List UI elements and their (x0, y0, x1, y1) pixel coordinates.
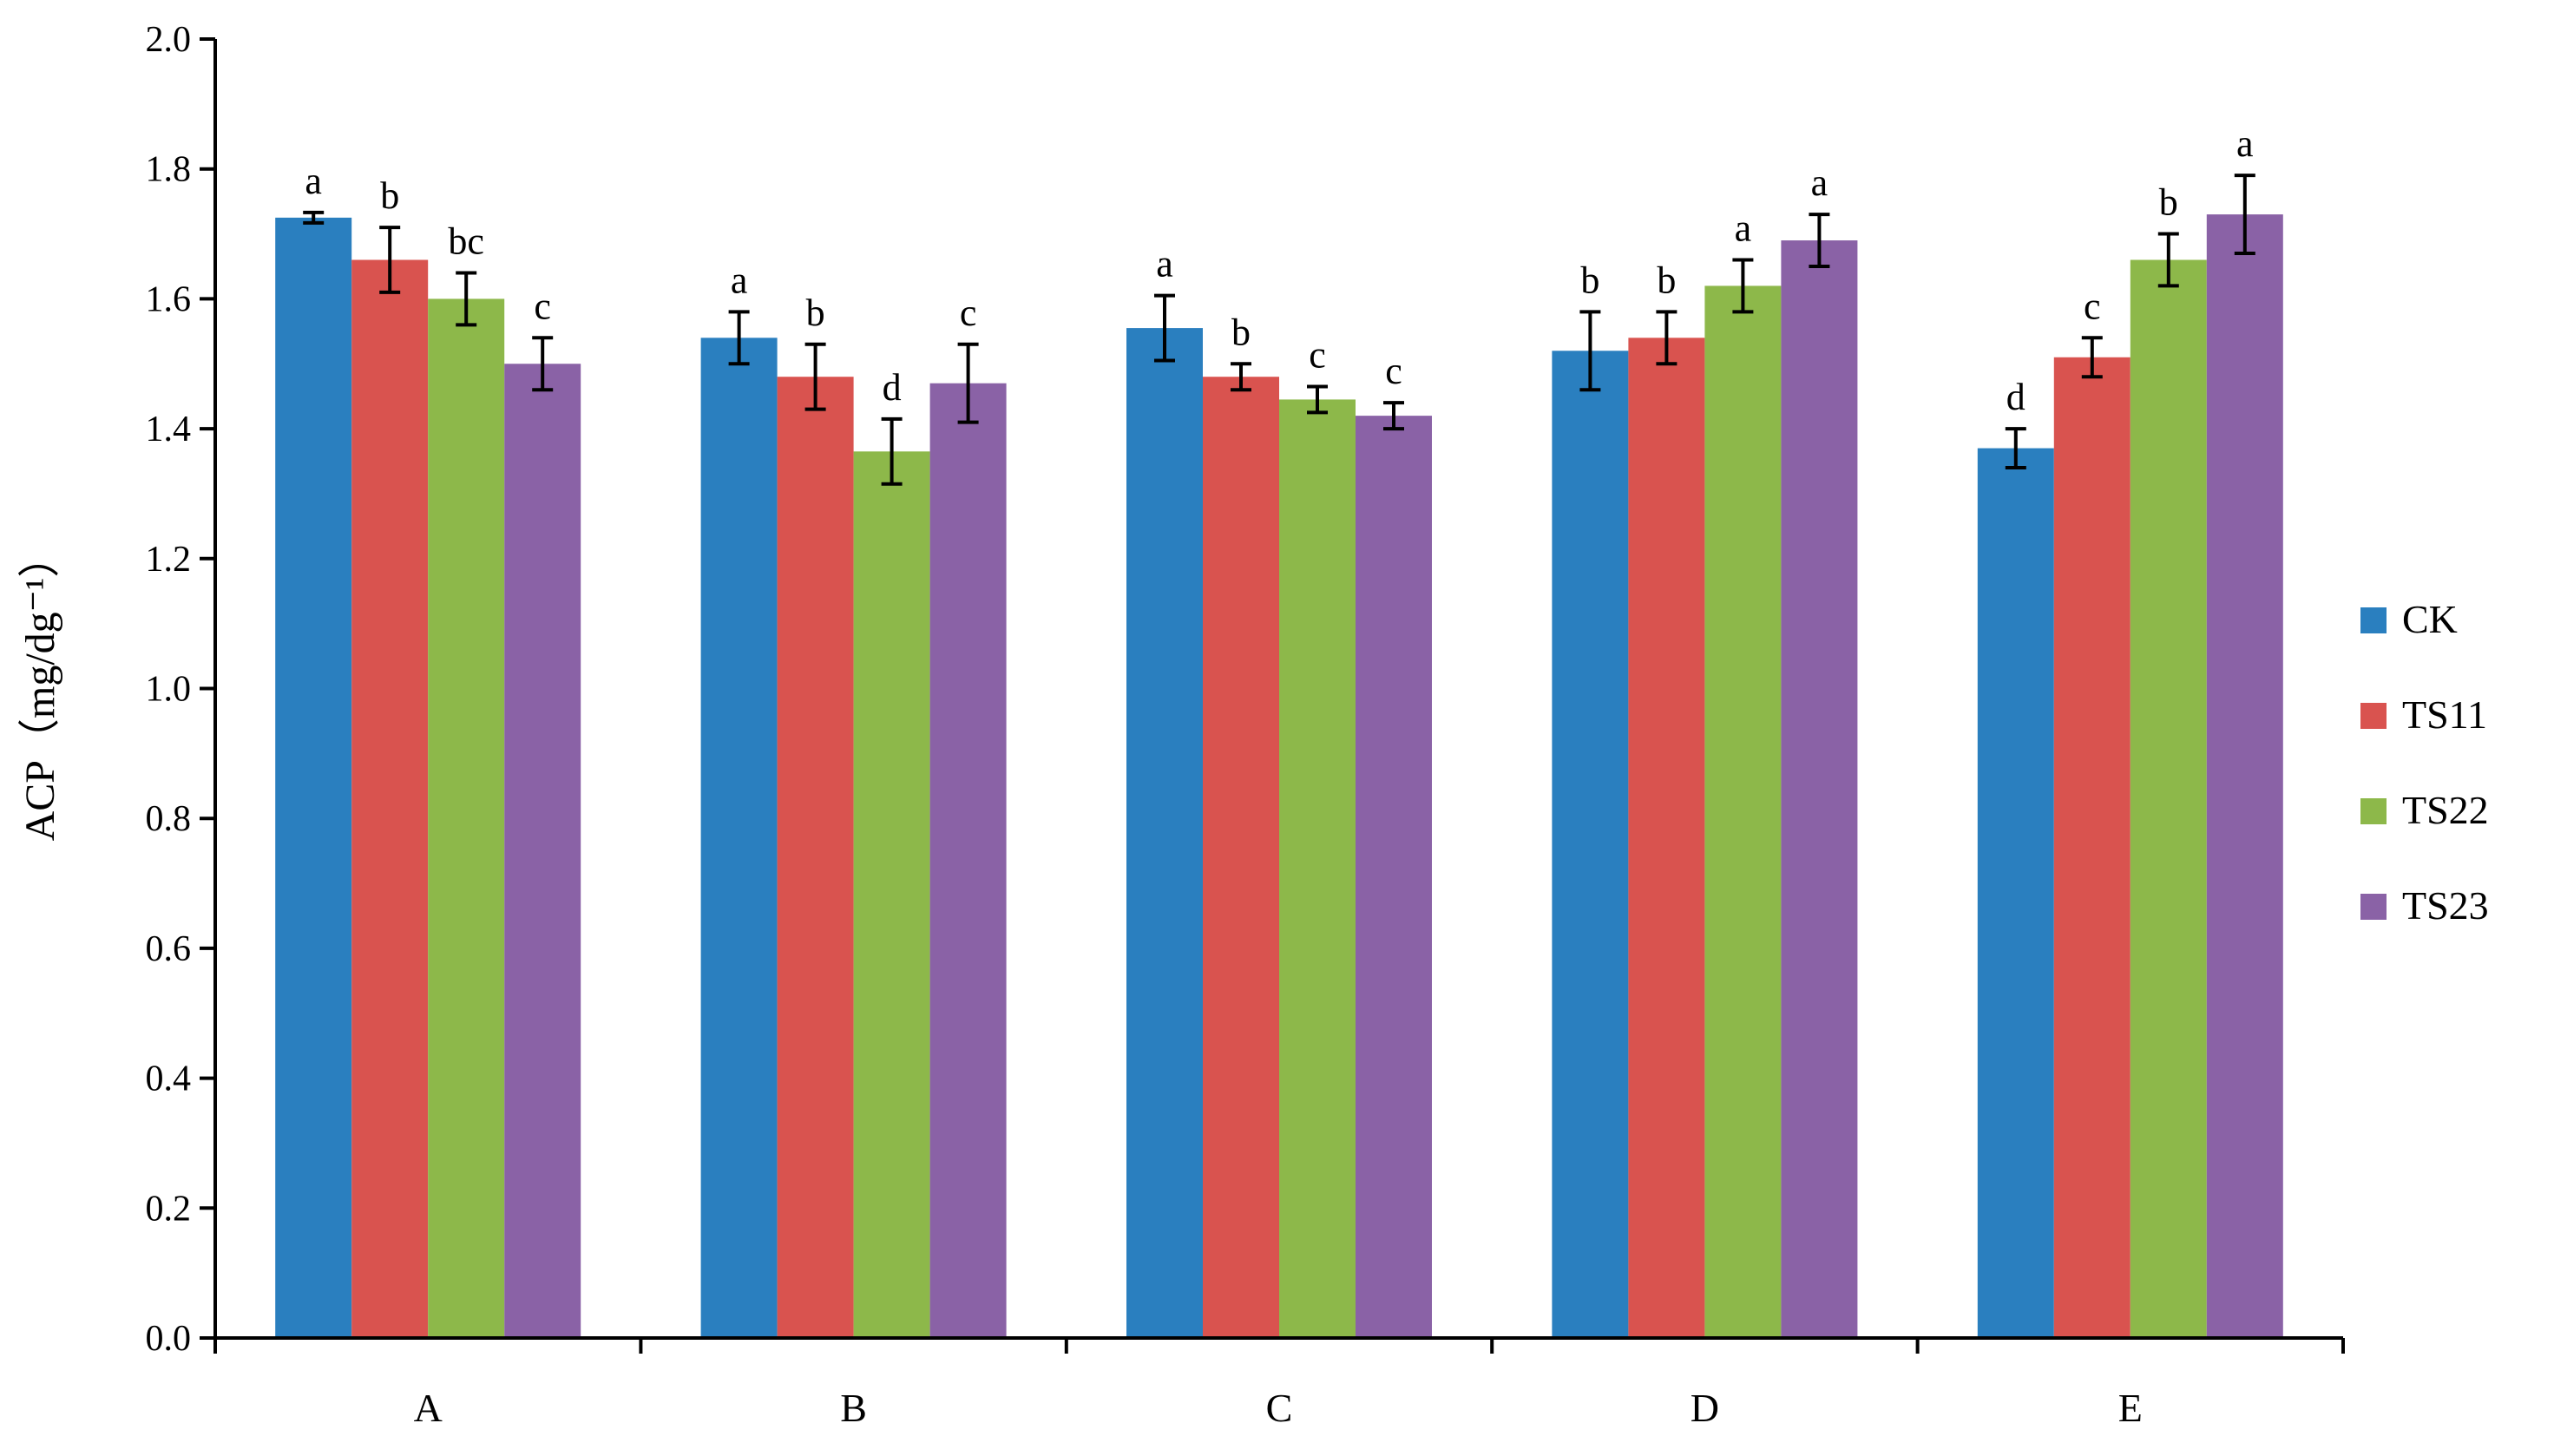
legend-label-ts11: TS11 (2402, 692, 2487, 737)
significance-letter: a (1735, 207, 1752, 249)
significance-letter: c (1309, 333, 1326, 376)
legend-swatch-ck (2360, 607, 2387, 633)
bar-ts22-a (428, 298, 505, 1338)
significance-letter: c (2084, 285, 2101, 327)
legend-swatch-ts11 (2360, 703, 2387, 729)
significance-letter: b (2159, 181, 2178, 224)
significance-letter: d (883, 366, 902, 409)
y-tick-label: 0.4 (146, 1059, 192, 1099)
x-category-label: B (840, 1386, 867, 1430)
significance-letter: b (1657, 259, 1676, 301)
legend-swatch-ts22 (2360, 798, 2387, 824)
significance-letter: a (1811, 161, 1829, 204)
bar-ts11-a (351, 259, 429, 1338)
y-tick-label: 0.6 (146, 929, 192, 969)
bar-ck-d (1552, 351, 1629, 1338)
significance-letter: a (1156, 243, 1173, 285)
significance-letter: b (1580, 259, 1599, 301)
significance-letter: b (380, 174, 399, 217)
bar-ts23-e (2206, 214, 2283, 1339)
significance-letter: c (960, 292, 977, 334)
bar-ts22-e (2130, 259, 2207, 1338)
y-tick-label: 0.8 (146, 799, 192, 839)
legend-label-ts23: TS23 (2402, 883, 2489, 928)
y-tick-label: 0.2 (146, 1189, 192, 1229)
y-ticks-layer: 0.0 0.2 0.4 0.6 0.8 1.0 1.2 1.4 1.6 1.8 2.0 (146, 20, 215, 1359)
y-tick-label: 2.0 (146, 20, 192, 60)
bar-ck-a (275, 217, 352, 1338)
bar-ck-e (1977, 448, 2054, 1339)
x-category-label: C (1266, 1386, 1293, 1430)
bar-ts23-d (1781, 240, 1858, 1338)
significance-letter: b (1231, 311, 1251, 353)
legend-swatch-ts23 (2360, 894, 2387, 920)
significance-letter: c (534, 285, 551, 327)
bar-ts23-a (504, 364, 581, 1338)
error-bars-layer (303, 174, 2255, 486)
significance-letter: bc (448, 220, 484, 262)
bar-ck-c (1126, 328, 1203, 1338)
bar-ts11-d (1628, 338, 1705, 1338)
y-tick-label: 0.0 (146, 1319, 192, 1359)
legend-label-ts22: TS22 (2402, 788, 2489, 832)
bar-ts23-b (929, 383, 1007, 1339)
bar-ck-b (700, 338, 778, 1338)
y-tick-label: 1.0 (146, 670, 192, 710)
x-category-label: D (1691, 1386, 1719, 1430)
y-tick-label: 1.4 (146, 410, 192, 449)
y-tick-label: 1.6 (146, 279, 192, 319)
bar-ts11-b (777, 377, 854, 1339)
bar-ts22-c (1279, 399, 1356, 1339)
y-tick-label: 1.2 (146, 540, 192, 580)
bar-ts22-d (1704, 285, 1782, 1339)
bar-ts22-b (853, 451, 930, 1338)
significance-letter: b (806, 292, 825, 334)
x-category-label: E (2118, 1386, 2143, 1430)
y-tick-label: 1.8 (146, 150, 192, 190)
legend: CK TS11 TS22 TS23 (2360, 597, 2489, 928)
bar-ts11-c (1203, 377, 1279, 1339)
y-axis-title: ACP（mg/dg⁻¹） (17, 536, 63, 842)
bar-ts23-c (1356, 416, 1432, 1338)
significance-letter: c (1385, 350, 1402, 392)
bar-ts11-e (2053, 357, 2131, 1338)
significance-letter: d (2006, 376, 2025, 418)
significance-letter: a (731, 259, 748, 301)
bars-layer (275, 214, 2283, 1339)
x-category-label: A (414, 1386, 443, 1430)
significance-letter: a (305, 160, 322, 202)
legend-label-ck: CK (2402, 597, 2458, 641)
significance-letter: a (2236, 122, 2254, 165)
x-ticks-layer: A B C D E (213, 1338, 2345, 1430)
